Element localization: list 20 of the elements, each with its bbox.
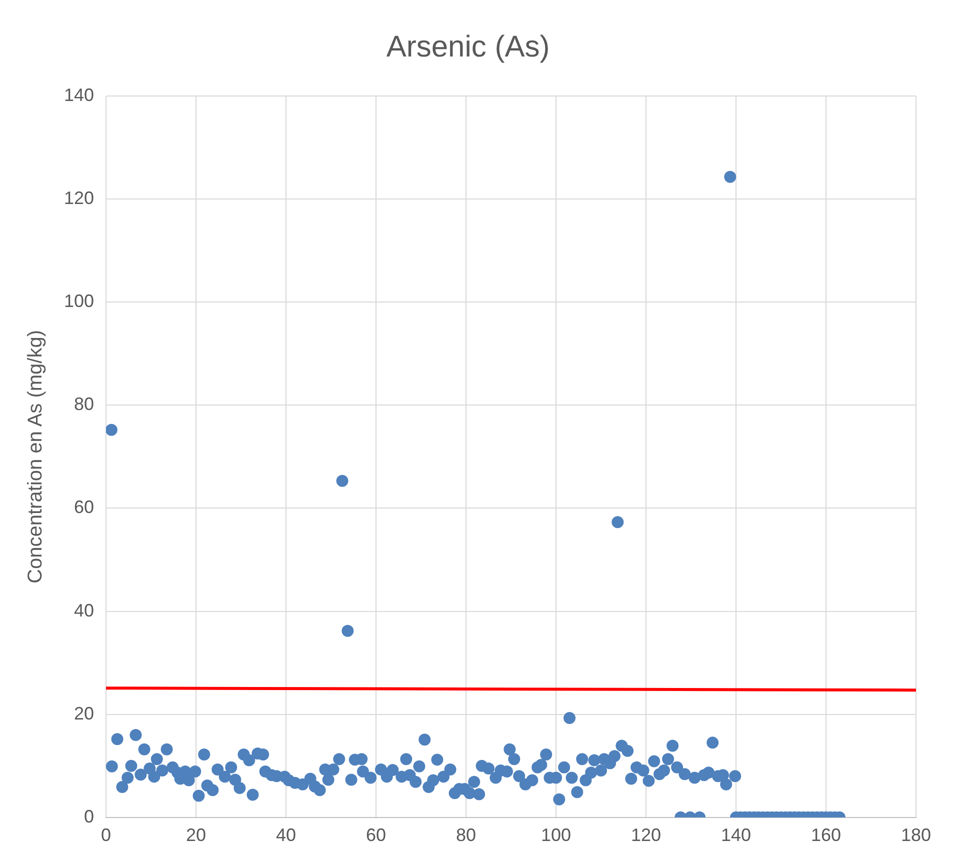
y-tick-label: 80: [74, 394, 94, 414]
x-tick-label: 100: [540, 825, 572, 846]
y-tick-label: 120: [64, 188, 94, 208]
y-tick-label: 60: [74, 497, 94, 518]
x-tick-label: 60: [366, 825, 386, 846]
y-axis-title: Concentration en As (mg/kg): [24, 330, 47, 584]
y-tick-label: 100: [64, 291, 94, 312]
chart-title: Arsenic (As): [386, 30, 550, 64]
x-tick-label: 160: [810, 825, 842, 846]
x-tick-label: 80: [456, 825, 476, 846]
y-tick-label: 0: [84, 806, 94, 826]
x-tick-label: 180: [900, 825, 932, 846]
y-tick-label: 40: [74, 600, 94, 620]
x-tick-label: 140: [720, 825, 752, 846]
y-tick-label: 140: [64, 84, 94, 105]
x-tick-label: 0: [101, 825, 112, 846]
x-tick-label: 120: [630, 825, 662, 846]
x-tick-label: 40: [276, 825, 296, 846]
y-tick-label: 20: [74, 703, 94, 724]
x-tick-label: 20: [186, 825, 206, 846]
